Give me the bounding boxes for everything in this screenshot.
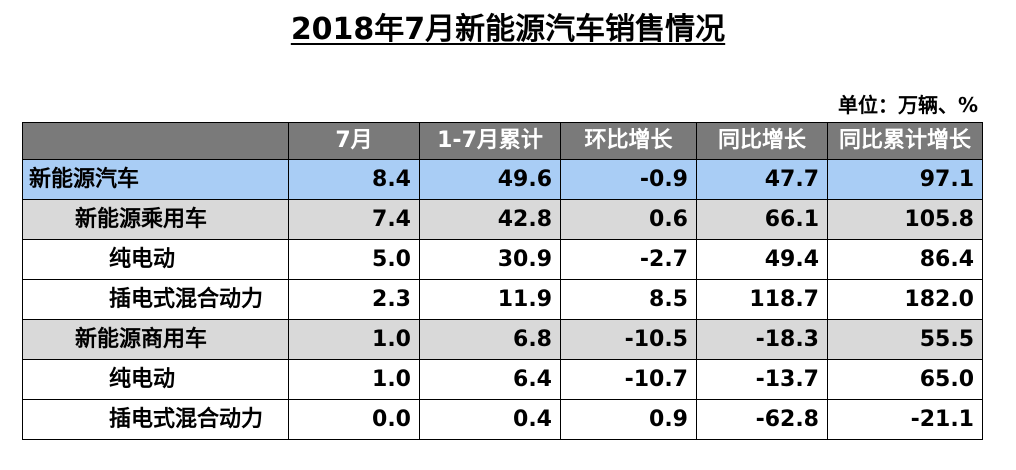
sales-table: 7月 1-7月累计 环比增长 同比增长 同比累计增长 新能源汽车 8.4 49.… bbox=[22, 122, 983, 440]
header-mom-growth: 环比增长 bbox=[560, 122, 697, 160]
header-ytd: 1-7月累计 bbox=[419, 122, 561, 160]
cell-yoy-growth: -13.7 bbox=[696, 359, 828, 400]
row-label: 纯电动 bbox=[22, 239, 289, 280]
cell-ytd-yoy-growth: -21.1 bbox=[827, 399, 983, 440]
header-ytd-yoy-growth: 同比累计增长 bbox=[827, 122, 983, 160]
cell-ytd: 30.9 bbox=[419, 239, 561, 280]
cell-yoy-growth: 118.7 bbox=[696, 279, 828, 320]
cell-ytd-yoy-growth: 55.5 bbox=[827, 319, 983, 360]
cell-mom-growth: -2.7 bbox=[560, 239, 697, 280]
row-label: 新能源乘用车 bbox=[22, 199, 289, 240]
row-label: 插电式混合动力 bbox=[22, 399, 289, 440]
cell-yoy-growth: 49.4 bbox=[696, 239, 828, 280]
page-title-text: 2018年7月新能源汽车销售情况 bbox=[290, 12, 726, 47]
cell-mom-growth: -10.7 bbox=[560, 359, 697, 400]
cell-mom-growth: 8.5 bbox=[560, 279, 697, 320]
cell-ytd-yoy-growth: 65.0 bbox=[827, 359, 983, 400]
cell-ytd: 0.4 bbox=[419, 399, 561, 440]
cell-yoy-growth: 66.1 bbox=[696, 199, 828, 240]
row-label: 纯电动 bbox=[22, 359, 289, 400]
table-header-row: 7月 1-7月累计 环比增长 同比增长 同比累计增长 bbox=[22, 122, 983, 160]
table-row: 插电式混合动力 0.0 0.4 0.9 -62.8 -21.1 bbox=[22, 399, 983, 440]
cell-july: 2.3 bbox=[288, 279, 420, 320]
unit-label: 单位：万辆、% bbox=[837, 93, 978, 117]
table-row: 插电式混合动力 2.3 11.9 8.5 118.7 182.0 bbox=[22, 279, 983, 320]
header-category bbox=[22, 122, 289, 160]
row-label: 插电式混合动力 bbox=[22, 279, 289, 320]
cell-ytd-yoy-growth: 97.1 bbox=[827, 159, 983, 200]
cell-mom-growth: -0.9 bbox=[560, 159, 697, 200]
row-label: 新能源汽车 bbox=[22, 159, 289, 200]
cell-july: 0.0 bbox=[288, 399, 420, 440]
cell-yoy-growth: 47.7 bbox=[696, 159, 828, 200]
table-row: 纯电动 1.0 6.4 -10.7 -13.7 65.0 bbox=[22, 359, 983, 400]
cell-ytd: 6.8 bbox=[419, 319, 561, 360]
cell-ytd-yoy-growth: 86.4 bbox=[827, 239, 983, 280]
cell-july: 8.4 bbox=[288, 159, 420, 200]
cell-ytd: 49.6 bbox=[419, 159, 561, 200]
header-yoy-growth: 同比增长 bbox=[696, 122, 828, 160]
cell-yoy-growth: -18.3 bbox=[696, 319, 828, 360]
cell-july: 1.0 bbox=[288, 359, 420, 400]
cell-july: 7.4 bbox=[288, 199, 420, 240]
cell-mom-growth: 0.6 bbox=[560, 199, 697, 240]
cell-ytd: 6.4 bbox=[419, 359, 561, 400]
table-row: 新能源乘用车 7.4 42.8 0.6 66.1 105.8 bbox=[22, 199, 983, 240]
cell-july: 5.0 bbox=[288, 239, 420, 280]
cell-yoy-growth: -62.8 bbox=[696, 399, 828, 440]
table-row: 新能源商用车 1.0 6.8 -10.5 -18.3 55.5 bbox=[22, 319, 983, 360]
cell-ytd: 42.8 bbox=[419, 199, 561, 240]
page-title: 2018年7月新能源汽车销售情况 bbox=[0, 10, 1016, 50]
cell-mom-growth: 0.9 bbox=[560, 399, 697, 440]
cell-mom-growth: -10.5 bbox=[560, 319, 697, 360]
cell-ytd-yoy-growth: 105.8 bbox=[827, 199, 983, 240]
table-row: 新能源汽车 8.4 49.6 -0.9 47.7 97.1 bbox=[22, 159, 983, 200]
header-july: 7月 bbox=[288, 122, 420, 160]
cell-ytd-yoy-growth: 182.0 bbox=[827, 279, 983, 320]
table-row: 纯电动 5.0 30.9 -2.7 49.4 86.4 bbox=[22, 239, 983, 280]
cell-july: 1.0 bbox=[288, 319, 420, 360]
cell-ytd: 11.9 bbox=[419, 279, 561, 320]
row-label: 新能源商用车 bbox=[22, 319, 289, 360]
